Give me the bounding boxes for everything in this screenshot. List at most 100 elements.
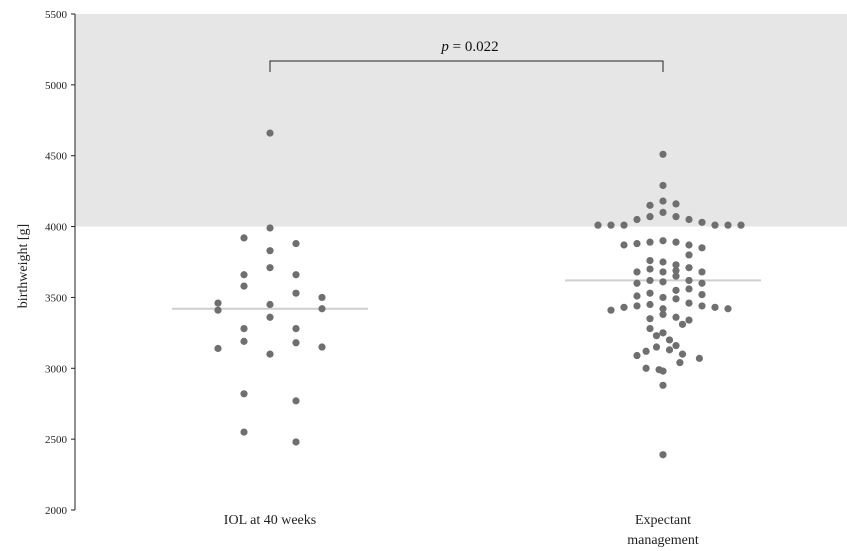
data-point: [633, 239, 641, 248]
data-point: [633, 268, 641, 276]
data-point: [659, 258, 667, 266]
data-point: [685, 276, 693, 285]
y-tick-label: 2500: [45, 434, 68, 446]
data-point: [292, 397, 300, 405]
data-point: [646, 213, 654, 221]
data-point: [292, 325, 300, 333]
data-point: [646, 276, 654, 285]
data-point: [737, 221, 745, 229]
y-axis-title: birthweight [g]: [16, 224, 31, 308]
data-point: [633, 302, 641, 310]
data-point: [633, 292, 641, 300]
data-point: [659, 181, 667, 190]
y-ticks: 2000 2500 3000 3500 4000 4500 5000 5500: [45, 9, 75, 517]
data-point: [678, 350, 687, 358]
data-point: [292, 438, 300, 446]
data-point: [240, 325, 248, 333]
data-point: [711, 303, 719, 311]
data-point: [672, 295, 680, 303]
data-point: [672, 342, 680, 350]
p-value-symbol: p: [440, 39, 449, 55]
data-point: [672, 238, 680, 246]
data-point: [659, 451, 667, 459]
data-point: [214, 299, 222, 307]
data-point: [620, 221, 628, 229]
data-point: [698, 290, 706, 299]
data-point: [266, 224, 274, 232]
data-point: [695, 354, 704, 362]
data-point: [240, 234, 248, 242]
data-point: [676, 359, 684, 367]
data-point: [646, 325, 654, 333]
data-point: [685, 299, 693, 307]
data-point: [698, 244, 706, 252]
data-point: [724, 221, 732, 229]
data-point: [318, 343, 326, 351]
data-point: [594, 221, 602, 229]
y-tick-label: 4000: [45, 222, 68, 234]
data-point: [678, 320, 687, 328]
data-point: [240, 390, 248, 398]
data-point: [698, 279, 706, 287]
category-label-expectant-line1: Expectant: [635, 513, 691, 528]
data-point: [266, 300, 274, 309]
data-point: [642, 364, 650, 372]
data-point: [266, 129, 274, 137]
category-label-expectant-line2: management: [627, 533, 699, 548]
data-point: [665, 346, 674, 354]
p-value-text: = 0.022: [449, 39, 499, 55]
data-points: [214, 129, 745, 459]
data-point: [266, 264, 274, 272]
data-point: [292, 289, 300, 297]
data-point: [672, 213, 680, 221]
y-tick-label: 3000: [45, 363, 68, 375]
data-point: [292, 239, 300, 248]
data-point: [672, 261, 680, 269]
data-point: [665, 336, 674, 344]
data-point: [698, 218, 706, 226]
data-point: [240, 282, 248, 290]
data-point: [646, 315, 654, 323]
data-point: [642, 347, 650, 355]
data-point: [672, 286, 680, 294]
data-point: [711, 221, 719, 229]
category-label-iol: IOL at 40 weeks: [224, 513, 316, 528]
data-point: [318, 305, 326, 313]
data-point: [659, 305, 667, 313]
data-point: [292, 339, 300, 347]
data-point: [633, 279, 641, 287]
data-point: [659, 150, 667, 158]
data-point: [633, 215, 641, 224]
data-point: [659, 208, 667, 216]
data-point: [685, 251, 693, 259]
y-tick-label: 5500: [45, 9, 68, 21]
data-point: [646, 238, 654, 246]
data-point: [652, 332, 661, 340]
bracket-line: [269, 60, 664, 72]
data-point: [698, 268, 706, 276]
data-point: [659, 310, 667, 319]
data-point: [672, 200, 680, 208]
data-point: [620, 241, 628, 249]
data-point: [646, 300, 654, 309]
data-point: [240, 271, 248, 279]
data-point: [672, 266, 680, 275]
data-point: [646, 256, 654, 265]
data-point: [646, 289, 654, 297]
data-point: [214, 344, 222, 353]
data-point: [685, 215, 693, 224]
y-tick-label: 3500: [45, 292, 68, 304]
data-point: [685, 241, 693, 249]
data-point: [672, 313, 680, 321]
y-tick-label: 5000: [45, 80, 68, 92]
data-point: [214, 306, 222, 314]
data-point: [685, 316, 693, 324]
data-point: [659, 197, 667, 205]
data-point: [240, 428, 248, 436]
data-point: [646, 265, 654, 273]
data-point: [659, 237, 667, 245]
data-point: [659, 293, 667, 302]
data-point: [266, 247, 274, 255]
data-point: [659, 367, 667, 375]
